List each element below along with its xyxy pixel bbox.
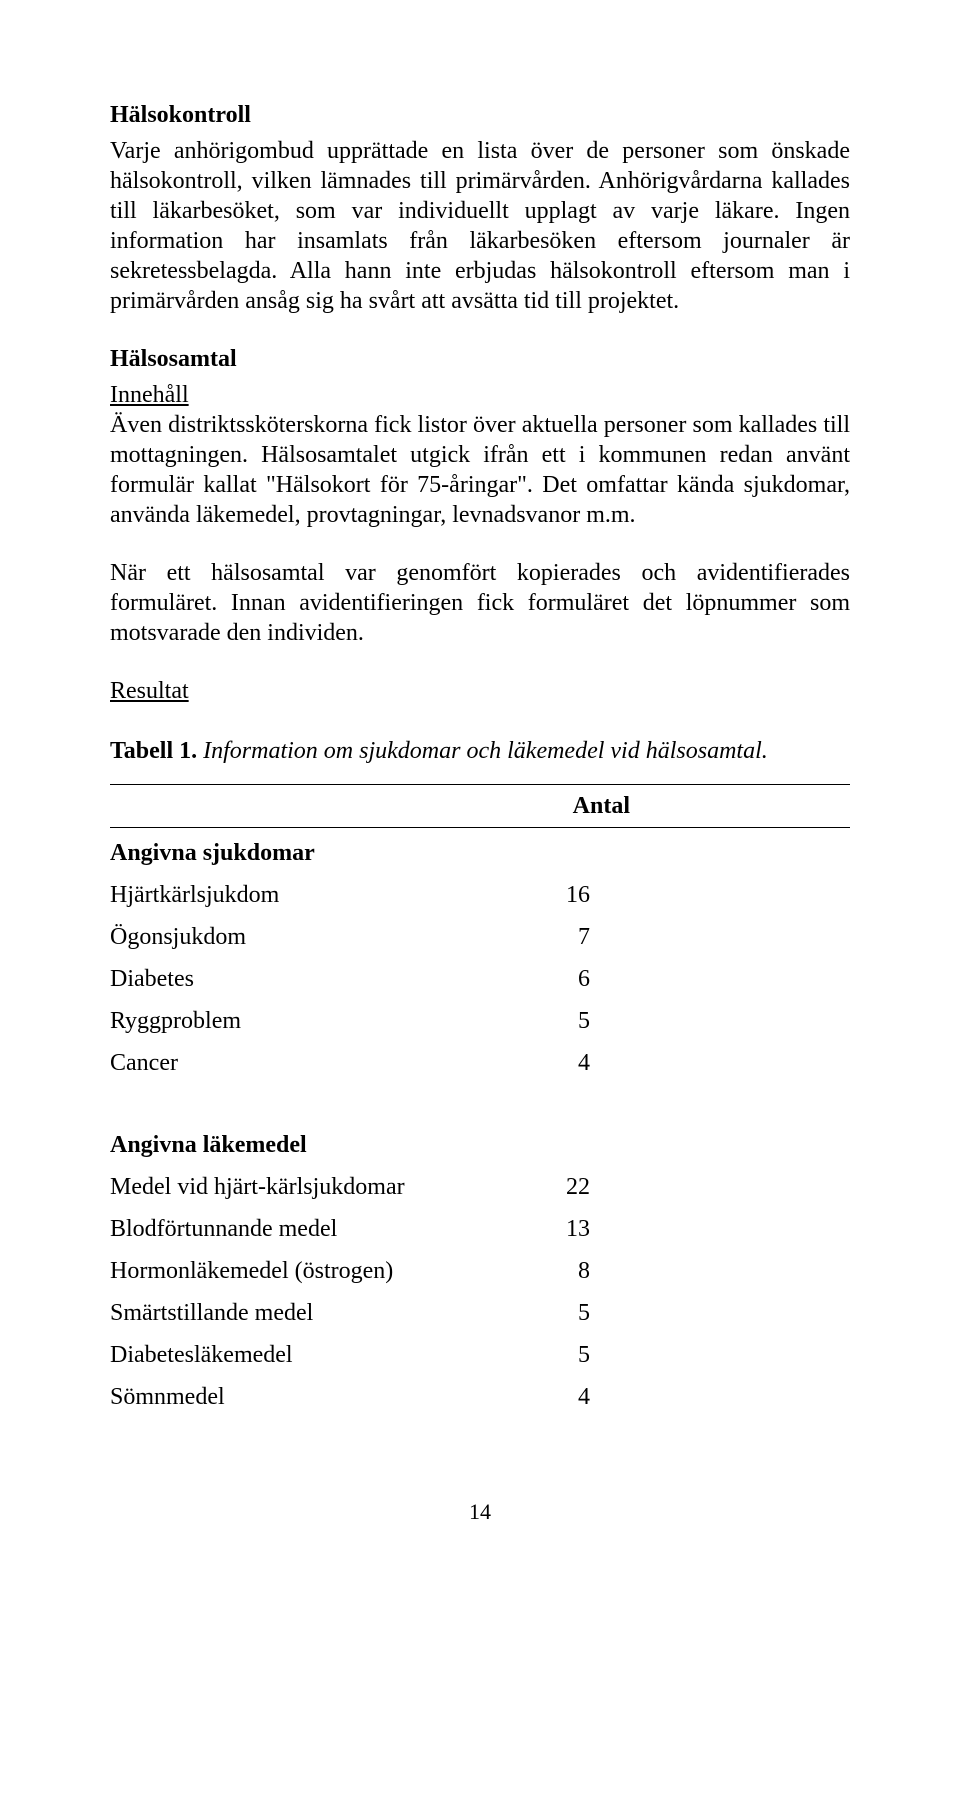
table-row: Blodförtunnande medel 13 — [110, 1208, 850, 1250]
table-title: Information om sjukdomar och läkemedel v… — [203, 738, 768, 764]
subheading-innehall: Innehåll — [110, 380, 850, 410]
meds-table: Angivna läkemedel Medel vid hjärt-kärlsj… — [110, 1120, 850, 1418]
med-name: Sömnmedel — [110, 1376, 500, 1418]
disease-value: 4 — [500, 1042, 850, 1084]
med-value: 5 — [500, 1292, 850, 1334]
disease-name: Cancer — [110, 1042, 500, 1084]
med-value: 5 — [500, 1334, 850, 1376]
disease-value: 7 — [500, 916, 850, 958]
table-row: Sömnmedel 4 — [110, 1376, 850, 1418]
med-value: 8 — [500, 1250, 850, 1292]
med-name: Smärtstillande medel — [110, 1292, 500, 1334]
table-row: Ögonsjukdom 7 — [110, 916, 850, 958]
subheading-resultat: Resultat — [110, 676, 850, 706]
med-name: Diabetesläkemedel — [110, 1334, 500, 1376]
section-meds: Angivna läkemedel — [110, 1120, 850, 1166]
med-value: 22 — [500, 1166, 850, 1208]
paragraph-halsosamtal-2: När ett hälsosamtal var genomfört kopier… — [110, 558, 850, 648]
med-name: Blodförtunnande medel — [110, 1208, 500, 1250]
disease-value: 6 — [500, 958, 850, 1000]
med-name: Hormonläkemedel (östrogen) — [110, 1250, 500, 1292]
disease-value: 5 — [500, 1000, 850, 1042]
table-row: Diabetes 6 — [110, 958, 850, 1000]
table-row: Medel vid hjärt-kärlsjukdomar 22 — [110, 1166, 850, 1208]
table-row: Cancer 4 — [110, 1042, 850, 1084]
table-caption: Tabell 1. Information om sjukdomar och l… — [110, 736, 850, 766]
med-value: 4 — [500, 1376, 850, 1418]
disease-name: Hjärtkärlsjukdom — [110, 874, 500, 916]
med-value: 13 — [500, 1208, 850, 1250]
table-header-antal: Antal — [500, 785, 850, 828]
disease-name: Ryggproblem — [110, 1000, 500, 1042]
table-label: Tabell 1 — [110, 738, 191, 764]
table-row: Hormonläkemedel (östrogen) 8 — [110, 1250, 850, 1292]
disease-value: 16 — [500, 874, 850, 916]
paragraph-halsosamtal-1: Även distriktssköterskor­na fick listor … — [110, 410, 850, 530]
page-number: 14 — [110, 1498, 850, 1526]
heading-halsokontroll: Hälsokontroll — [110, 100, 850, 130]
paragraph-halsokontroll: Varje anhörigombud upprättade en lista ö… — [110, 136, 850, 316]
table-row: Hjärtkärlsjukdom 16 — [110, 874, 850, 916]
table-row: Diabetesläkemedel 5 — [110, 1334, 850, 1376]
table-row: Ryggproblem 5 — [110, 1000, 850, 1042]
diseases-table: Antal Angivna sjukdomar Hjärtkärlsjukdom… — [110, 784, 850, 1084]
disease-name: Ögonsjukdom — [110, 916, 500, 958]
med-name: Medel vid hjärt-kärlsjukdomar — [110, 1166, 500, 1208]
disease-name: Diabetes — [110, 958, 500, 1000]
heading-halsosamtal: Hälsosamtal — [110, 344, 850, 374]
table-row: Smärtstillande medel 5 — [110, 1292, 850, 1334]
section-diseases: Angivna sjukdomar — [110, 828, 850, 875]
